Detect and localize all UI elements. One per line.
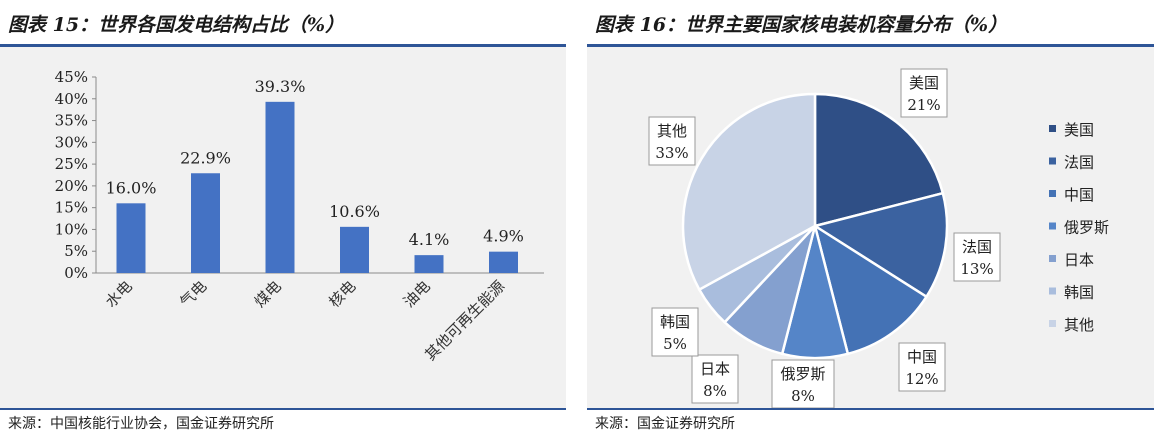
pie-label-value: 21% (907, 96, 940, 114)
figure-16-panel: 图表 16：世界主要国家核电装机容量分布（%） 美国 21% 法国 13% 中国 12% 俄… (587, 0, 1154, 435)
y-tick-label: 5% (64, 242, 88, 260)
x-category-label: 煤电 (251, 277, 285, 311)
pie-label-box (648, 116, 696, 166)
bar-5 (414, 255, 444, 273)
bar-6 (489, 251, 518, 273)
figure-15-plot-area: 0% 5% 10% 15% 20% 25% 30% 35% 40% 45% 16.0% 水电 22.9%… (0, 47, 566, 408)
figure-16-plot-area: 美国 21% 法国 13% 中国 12% 俄罗斯 8% 日本 8% 韩国 5% 其他 33% 美国 法国 中国俄… (587, 47, 1154, 409)
y-tick-label: 10% (55, 220, 88, 238)
bar-data-label: 22.9% (180, 148, 231, 167)
y-tick-label: 30% (55, 133, 88, 151)
pie-label-name: 韩国 (660, 313, 690, 331)
pie-label-value: 12% (905, 370, 938, 388)
y-tick-label: 40% (55, 90, 88, 108)
pie-label-box (953, 232, 1001, 282)
legend-label: 俄罗斯 (1064, 219, 1109, 237)
legend-label: 法国 (1064, 154, 1094, 172)
y-tick-label: 45% (55, 68, 88, 86)
pie-slice-2 (811, 191, 949, 299)
figure-16-source: 来源：国金证券研究所 (595, 416, 735, 432)
bar-data-label: 4.1% (409, 230, 450, 249)
pie-label-box (900, 68, 948, 118)
bar-data-label: 10.6% (329, 202, 380, 221)
pie-label-value: 5% (663, 335, 687, 353)
bar-1 (116, 203, 146, 273)
x-category-label: 油电 (400, 277, 434, 311)
pie-label-box (691, 354, 739, 404)
figure-15-bottom-rule (0, 408, 566, 410)
pie-label-name: 法国 (962, 238, 992, 256)
pie-label-value: 13% (960, 260, 993, 278)
y-tick-label: 15% (55, 199, 88, 217)
figure-16-top-rule (587, 44, 1154, 47)
pie-label-name: 中国 (907, 348, 937, 366)
bar-4 (340, 226, 369, 273)
legend-swatch (1049, 255, 1056, 262)
bar-3 (265, 101, 295, 274)
y-tick-label: 0% (64, 264, 88, 282)
legend-swatch (1049, 287, 1056, 295)
figure-16-bottom-rule (587, 408, 1154, 410)
bar-data-label: 16.0% (106, 178, 157, 197)
figure-15-top-rule (0, 44, 566, 47)
legend-swatch (1049, 222, 1056, 230)
legend-swatch (1049, 157, 1056, 165)
legend-label: 其他 (1064, 316, 1094, 334)
figure-16-title: 图表 16：世界主要国家核电装机容量分布（%） (595, 14, 1008, 36)
figure-15-panel: 图表 15：世界各国发电结构占比（%） 0% 5% 10% 15% 20% 25% 30% 3… (0, 0, 566, 435)
pie-label-box (651, 307, 699, 357)
pie-chart: 美国21%法国13%中国12%俄罗斯8%日本8%韩国5%其他33%美国法国中国俄… (648, 68, 1109, 409)
pie-label-value: 33% (655, 144, 688, 162)
x-category-label: 气电 (176, 277, 210, 311)
legend-label: 韩国 (1064, 284, 1094, 302)
legend-label: 中国 (1064, 186, 1094, 204)
y-tick-label: 35% (55, 112, 88, 130)
legend-swatch (1049, 125, 1056, 132)
bar-2 (191, 173, 220, 273)
figure-15-title: 图表 15：世界各国发电结构占比（%） (8, 14, 345, 36)
pie-label-box (898, 342, 946, 392)
pie-slice-7 (681, 92, 817, 292)
pie-label-box (771, 359, 835, 409)
legend-swatch (1049, 320, 1056, 327)
figure-15-source: 来源：中国核能行业协会，国金证券研究所 (8, 416, 274, 432)
bar-data-label: 4.9% (483, 227, 524, 246)
bar-data-label: 39.3% (255, 77, 306, 96)
legend-label: 日本 (1064, 251, 1094, 269)
legend-swatch (1049, 190, 1056, 197)
pie-slice-1 (813, 92, 945, 228)
x-category-label: 水电 (102, 277, 136, 311)
pie-label-name: 俄罗斯 (780, 365, 825, 383)
y-tick-label: 25% (55, 155, 88, 173)
legend-label: 美国 (1064, 121, 1094, 139)
y-tick-label: 20% (55, 177, 88, 195)
pie-label-value: 8% (703, 382, 727, 400)
pie-label-name: 日本 (700, 360, 730, 378)
x-category-label: 其他可再生能源 (421, 277, 508, 364)
pie-label-value: 8% (791, 387, 815, 405)
pie-slice-3 (813, 223, 929, 356)
x-category-label: 核电 (325, 277, 359, 311)
bar-chart: 0% 5% 10% 15% 20% 25% 30% 35% 40% 45% 16.0% 水电 22.9%… (55, 68, 544, 364)
pie-label-name: 美国 (909, 74, 939, 92)
pie-label-name: 其他 (657, 122, 687, 140)
